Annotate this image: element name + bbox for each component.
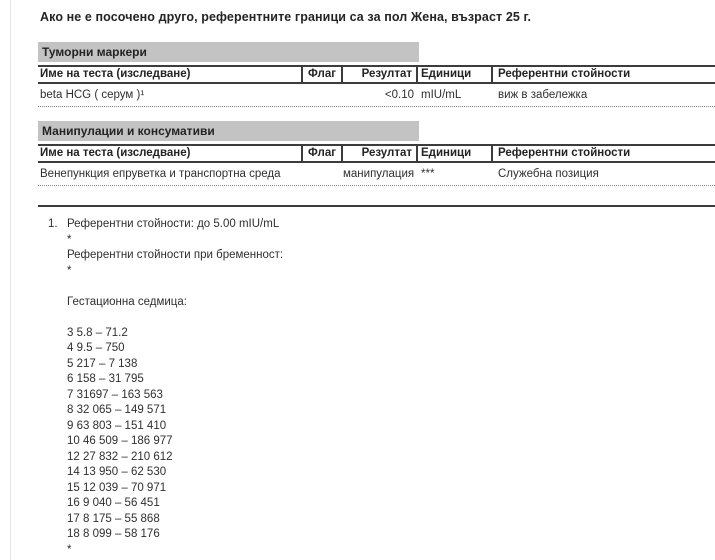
column-header-units: Единици <box>418 67 493 82</box>
lab-report: Ако не е посочено друго, референтните гр… <box>38 0 715 558</box>
cell-result: манипулация <box>343 168 415 180</box>
cell-units: *** <box>421 168 435 180</box>
cell-reference: виж в забележка <box>498 89 588 101</box>
table-row: Венепункция епруветка и транспортна сред… <box>38 163 715 186</box>
footnote: 1. Референтни стойности: до 5.00 mIU/mL … <box>38 217 715 558</box>
footnote-number: 1. <box>48 218 58 230</box>
column-header-flag: Флаг <box>303 67 343 82</box>
column-header-reference: Референтни стойности <box>498 68 631 80</box>
cell-reference: Служебна позиция <box>498 168 599 180</box>
column-header-result: Резултат <box>343 67 418 82</box>
footnote-separator <box>38 205 715 207</box>
left-margin-rule <box>10 0 11 560</box>
section-header-manipulations: Манипулации и консумативи <box>38 121 419 141</box>
column-header-flag: Флаг <box>303 146 343 161</box>
cell-test-name: beta HCG ( серум )¹ <box>40 89 145 101</box>
section-header-tumor-markers: Туморни маркери <box>38 42 419 62</box>
table-header-row: Име на теста (изследване) Флаг Резултат … <box>38 65 715 84</box>
page-title: Ако не е посочено друго, референтните гр… <box>40 10 532 24</box>
cell-test-name: Венепункция епруветка и транспортна сред… <box>40 168 281 180</box>
column-header-test-name: Име на теста (изследване) <box>38 67 303 82</box>
footnote-text: Референтни стойности: до 5.00 mIU/mL * Р… <box>67 218 284 556</box>
column-header-test-name: Име на теста (изследване) <box>38 146 303 161</box>
column-header-units: Единици <box>418 146 493 161</box>
table-row: beta HCG ( серум )¹ <0.10 mIU/mL виж в з… <box>38 84 715 107</box>
cell-units: mIU/mL <box>421 89 462 101</box>
cell-result: <0.10 <box>384 89 414 101</box>
column-header-reference: Референтни стойности <box>498 147 631 159</box>
table-header-row: Име на теста (изследване) Флаг Резултат … <box>38 144 715 163</box>
column-header-result: Резултат <box>343 146 418 161</box>
